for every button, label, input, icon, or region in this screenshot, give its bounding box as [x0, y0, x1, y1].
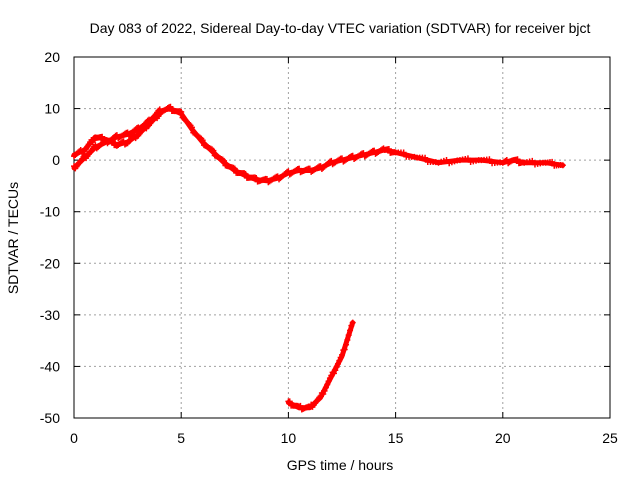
labels-layer: 0 5 10 15 20 25 -50 -40 -30 -20 -10 0 10 20 [40, 49, 618, 446]
y-tick-label: -50 [40, 410, 60, 426]
data-point [529, 157, 536, 164]
data-point [385, 145, 392, 152]
data-point [156, 110, 163, 117]
x-axis-label: GPS time / hours [287, 457, 394, 473]
y-tick-label: -20 [40, 255, 60, 271]
data-point [400, 149, 407, 156]
data-point [109, 137, 116, 144]
data-point [464, 155, 471, 162]
data-point [296, 165, 303, 172]
data-point [349, 319, 356, 326]
data-point [334, 360, 341, 367]
data-point [231, 165, 238, 172]
data-point [253, 174, 260, 181]
data-point [443, 156, 450, 163]
y-axis-label: SDTVAR / TECUs [5, 182, 21, 294]
data-point [322, 384, 329, 391]
y-tick-label: 10 [44, 101, 60, 117]
data-point [320, 391, 327, 398]
data-point [549, 158, 556, 165]
data-point [188, 124, 195, 131]
y-tick-label: 20 [44, 49, 60, 65]
data-point [347, 327, 354, 334]
data-point [242, 170, 249, 177]
x-tick-label: 0 [70, 430, 78, 446]
x-tick-label: 15 [388, 430, 404, 446]
data-point [333, 364, 340, 371]
x-tick-label: 5 [177, 430, 185, 446]
data-point [336, 357, 343, 364]
data-point [199, 137, 206, 144]
data-point [332, 367, 339, 374]
chart-title: Day 083 of 2022, Sidereal Day-to-day VTE… [90, 20, 591, 36]
x-tick-label: 20 [495, 430, 511, 446]
data-point [99, 133, 106, 140]
data-point [341, 346, 348, 353]
data-point [330, 370, 337, 377]
series-track-4 [285, 319, 356, 413]
x-tick-label: 25 [602, 430, 618, 446]
x-tick-label: 10 [281, 430, 297, 446]
data-point [324, 381, 331, 388]
ticks-layer [73, 56, 611, 419]
series-track-2 [71, 110, 163, 160]
data-point [325, 378, 332, 385]
data-point [344, 336, 351, 343]
data-point [178, 108, 185, 115]
data-point [345, 332, 352, 339]
plot-frame [73, 56, 611, 419]
y-tick-label: -10 [40, 204, 60, 220]
data-point [167, 103, 174, 110]
data-point [422, 154, 429, 161]
data-point [339, 351, 345, 358]
data-point [514, 156, 521, 163]
series-layer [71, 103, 566, 413]
data-point [321, 387, 328, 394]
data-point [486, 156, 493, 163]
data-point [343, 341, 350, 348]
y-tick-label: -40 [40, 358, 60, 374]
y-tick-label: -30 [40, 307, 60, 323]
y-tick-label: 0 [52, 152, 60, 168]
series-track-3 [381, 145, 566, 169]
data-point [210, 147, 217, 154]
data-point [559, 162, 566, 169]
data-point [286, 398, 293, 405]
data-point [221, 157, 228, 164]
